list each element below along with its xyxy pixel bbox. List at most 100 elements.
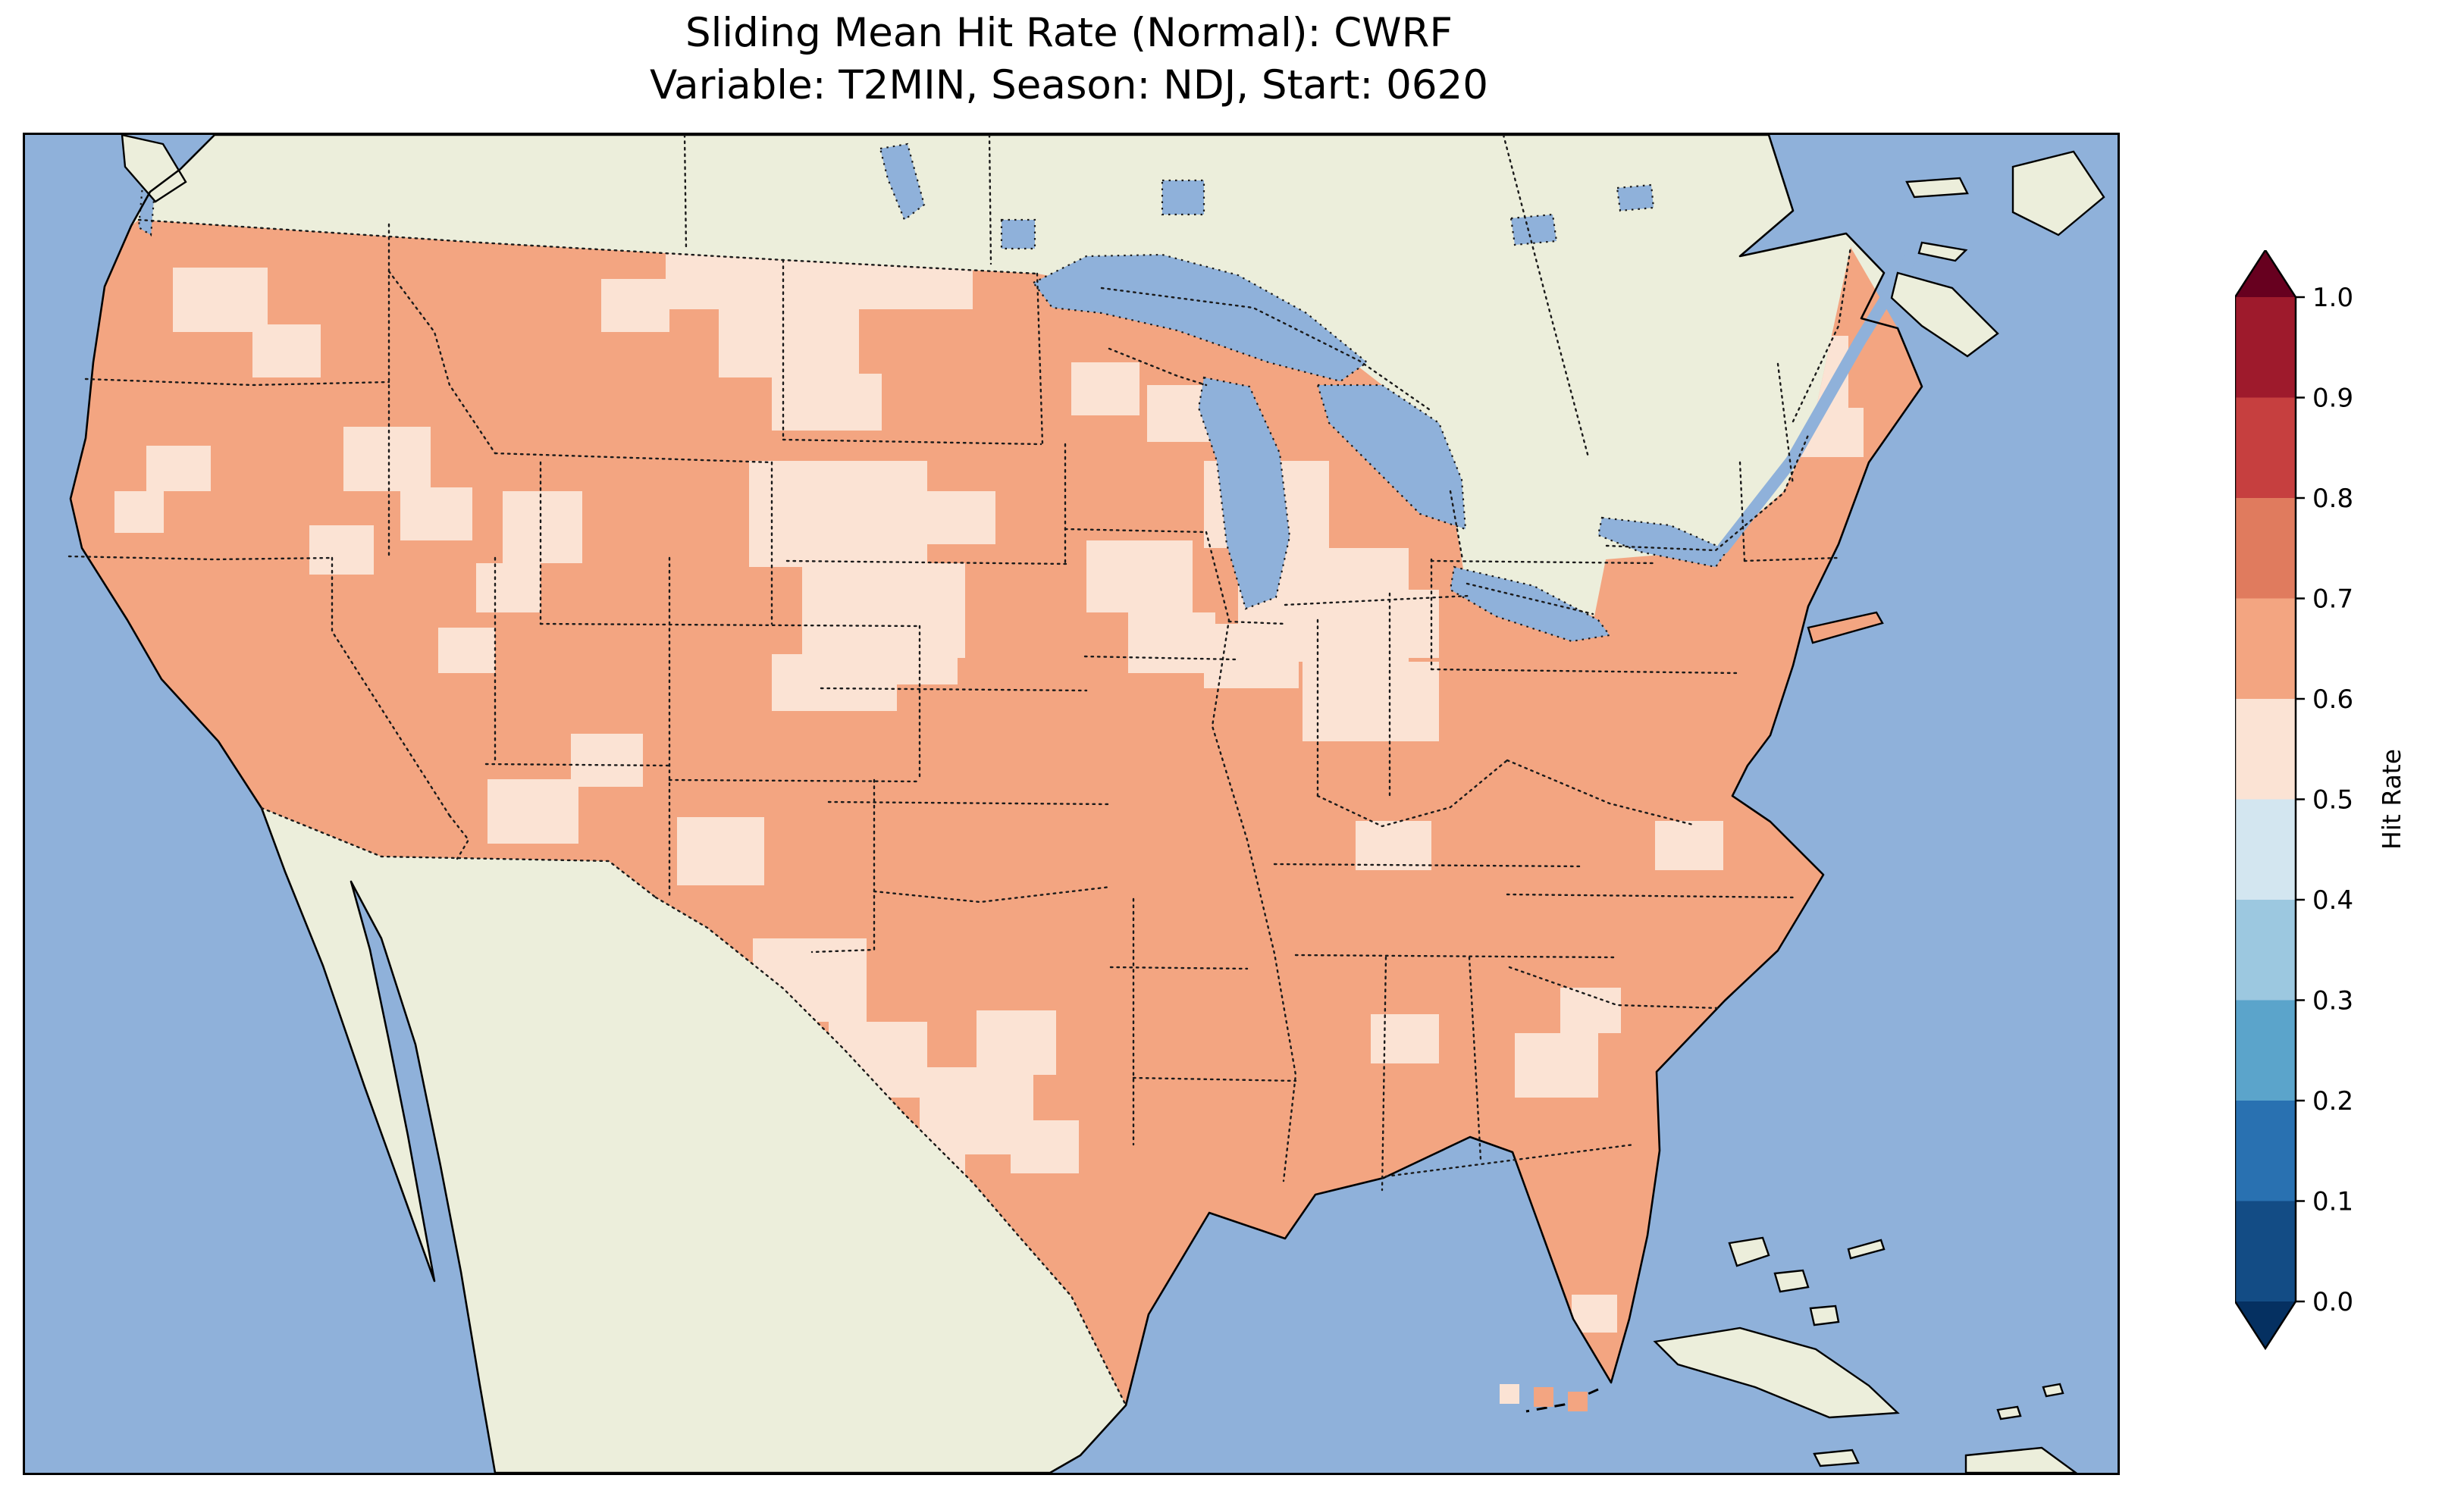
hit-rate-cell-low [1071, 362, 1140, 415]
lake-michigan [1197, 376, 1291, 610]
hit-rate-cell-low [772, 374, 882, 431]
hit-rate-cell-low [1560, 988, 1621, 1033]
canada-province-border [988, 135, 992, 265]
hit-rate-cell-low [1572, 1295, 1617, 1333]
tick-label: 0.8 [2312, 484, 2353, 514]
hit-rate-cell-low [438, 628, 495, 673]
state-border [827, 800, 1112, 806]
colorbar-bin-0.5-0.6 [2235, 699, 2296, 800]
state-border [668, 778, 921, 783]
colorbar-bin-0.4-0.5 [2235, 799, 2296, 900]
tick-label: 0.4 [2312, 885, 2353, 916]
colorbar-area: 1.0 0.9 0.8 0.7 0.6 0.5 0.4 0.3 0.2 0.1 … [2234, 248, 2432, 1357]
small-island [1813, 1449, 1860, 1467]
state-border [1506, 893, 1797, 899]
hit-rate-cell-low [927, 491, 995, 544]
us-mexico-border [260, 807, 657, 899]
lake-erie [1449, 565, 1611, 643]
hit-rate-cell-low [601, 279, 669, 332]
canadian-lake [1616, 183, 1655, 212]
bahamas-island [1773, 1269, 1810, 1293]
lake-ontario [1597, 516, 1729, 568]
state-border [494, 452, 773, 464]
cuba [1653, 1326, 1900, 1419]
nova-scotia [1890, 271, 1999, 358]
state-border [1294, 954, 1615, 959]
keys-hit-rate-cell [1568, 1392, 1588, 1411]
hispaniola [1964, 1446, 2078, 1473]
hit-rate-cell-low [400, 487, 472, 540]
small-island [2042, 1383, 2064, 1398]
colorbar-bin-0.3-0.4 [2235, 900, 2296, 1001]
hit-rate-cell-low [1128, 612, 1215, 673]
colorbar-bin-0.8-0.9 [2235, 397, 2296, 498]
hit-rate-cell-low [719, 305, 859, 377]
state-border [810, 778, 876, 954]
lake-winnipeg [879, 143, 926, 221]
hit-rate-cell-low [252, 324, 321, 377]
tick-label: 0.9 [2312, 384, 2353, 414]
title-line-2: Variable: T2MIN, Season: NDJ, Start: 062… [650, 61, 1488, 108]
state-border [1508, 966, 1721, 1010]
colorbar-bin-0.9-1.0 [2235, 297, 2296, 398]
hit-rate-cell-low [503, 491, 582, 563]
hit-rate-cell-low [487, 779, 578, 844]
us-canada-border-east [1605, 434, 1810, 552]
state-border [84, 377, 390, 387]
figure-title: Sliding Mean Hit Rate (Normal): CWRF Var… [23, 8, 2115, 112]
colorbar-bin-0.7-0.8 [2235, 498, 2296, 599]
maine-quebec-border [1792, 246, 1852, 423]
hit-rate-cell-low [146, 446, 211, 491]
tick-label: 1.0 [2312, 283, 2353, 313]
tick-label: 0.6 [2312, 684, 2353, 715]
keys-hit-rate-cell [1534, 1387, 1553, 1407]
tick-label: 0.0 [2312, 1287, 2353, 1317]
us-canada-border-lakes [1449, 490, 1464, 561]
state-border [539, 622, 921, 628]
hit-rate-cell-low [1371, 1014, 1439, 1063]
canadian-lake [1509, 213, 1558, 246]
us-hit-rate-map [25, 135, 2118, 1473]
state-border-mississippi-river [1205, 531, 1297, 1182]
state-border [1064, 528, 1208, 534]
us-canada-border [137, 218, 1039, 275]
lake-nipigon [1161, 179, 1205, 216]
bahamas-island [1728, 1236, 1770, 1267]
colorbar-tick-labels: 1.0 0.9 0.8 0.7 0.6 0.5 0.4 0.3 0.2 0.1 … [2312, 283, 2353, 1317]
st-lawrence-river [1717, 159, 1972, 554]
tick-label: 0.2 [2312, 1086, 2353, 1117]
state-border [387, 270, 497, 455]
hit-rate-cell-low [874, 620, 958, 684]
anticosti-island [1905, 177, 1969, 199]
state-border-red-river [873, 885, 1112, 904]
canada-province-border [1502, 135, 1590, 459]
hit-rate-cell-low [1086, 540, 1193, 612]
state-border [1227, 620, 1287, 625]
tick-label: 0.5 [2312, 785, 2353, 816]
hit-rate-cell-low [1303, 662, 1439, 741]
lake-superior [1032, 253, 1368, 383]
lakes-layer [137, 143, 1729, 643]
us-canada-border-lakes [1466, 582, 1594, 615]
lake-of-the-woods [1000, 218, 1036, 250]
tick-label: 0.3 [2312, 986, 2353, 1016]
state-border [1381, 956, 1387, 1192]
us-canada-border-lakes [1100, 287, 1431, 411]
state-border [1506, 759, 1694, 826]
lake-huron [1316, 384, 1467, 531]
hit-rate-cell-low [677, 817, 764, 885]
state-border [785, 559, 1069, 565]
hit-rate-cell-low [343, 427, 431, 491]
title-line-1: Sliding Mean Hit Rate (Normal): CWRF [685, 10, 1453, 56]
hit-rate-cell-low [1515, 1033, 1598, 1098]
bahamas-island [1847, 1239, 1886, 1260]
hit-rate-cell-low [309, 525, 374, 575]
state-border [820, 687, 1088, 692]
colorbar-bin-0.1-0.2 [2235, 1101, 2296, 1201]
colorbar-axis-label: Hit Rate [2377, 749, 2406, 850]
hit-rate-cell-low [1011, 1120, 1079, 1173]
colorbar-ticks [2296, 296, 2305, 1303]
rio-grande-border [654, 896, 1127, 1407]
bahamas-island [1809, 1305, 1840, 1326]
canada-province-border [683, 135, 688, 252]
